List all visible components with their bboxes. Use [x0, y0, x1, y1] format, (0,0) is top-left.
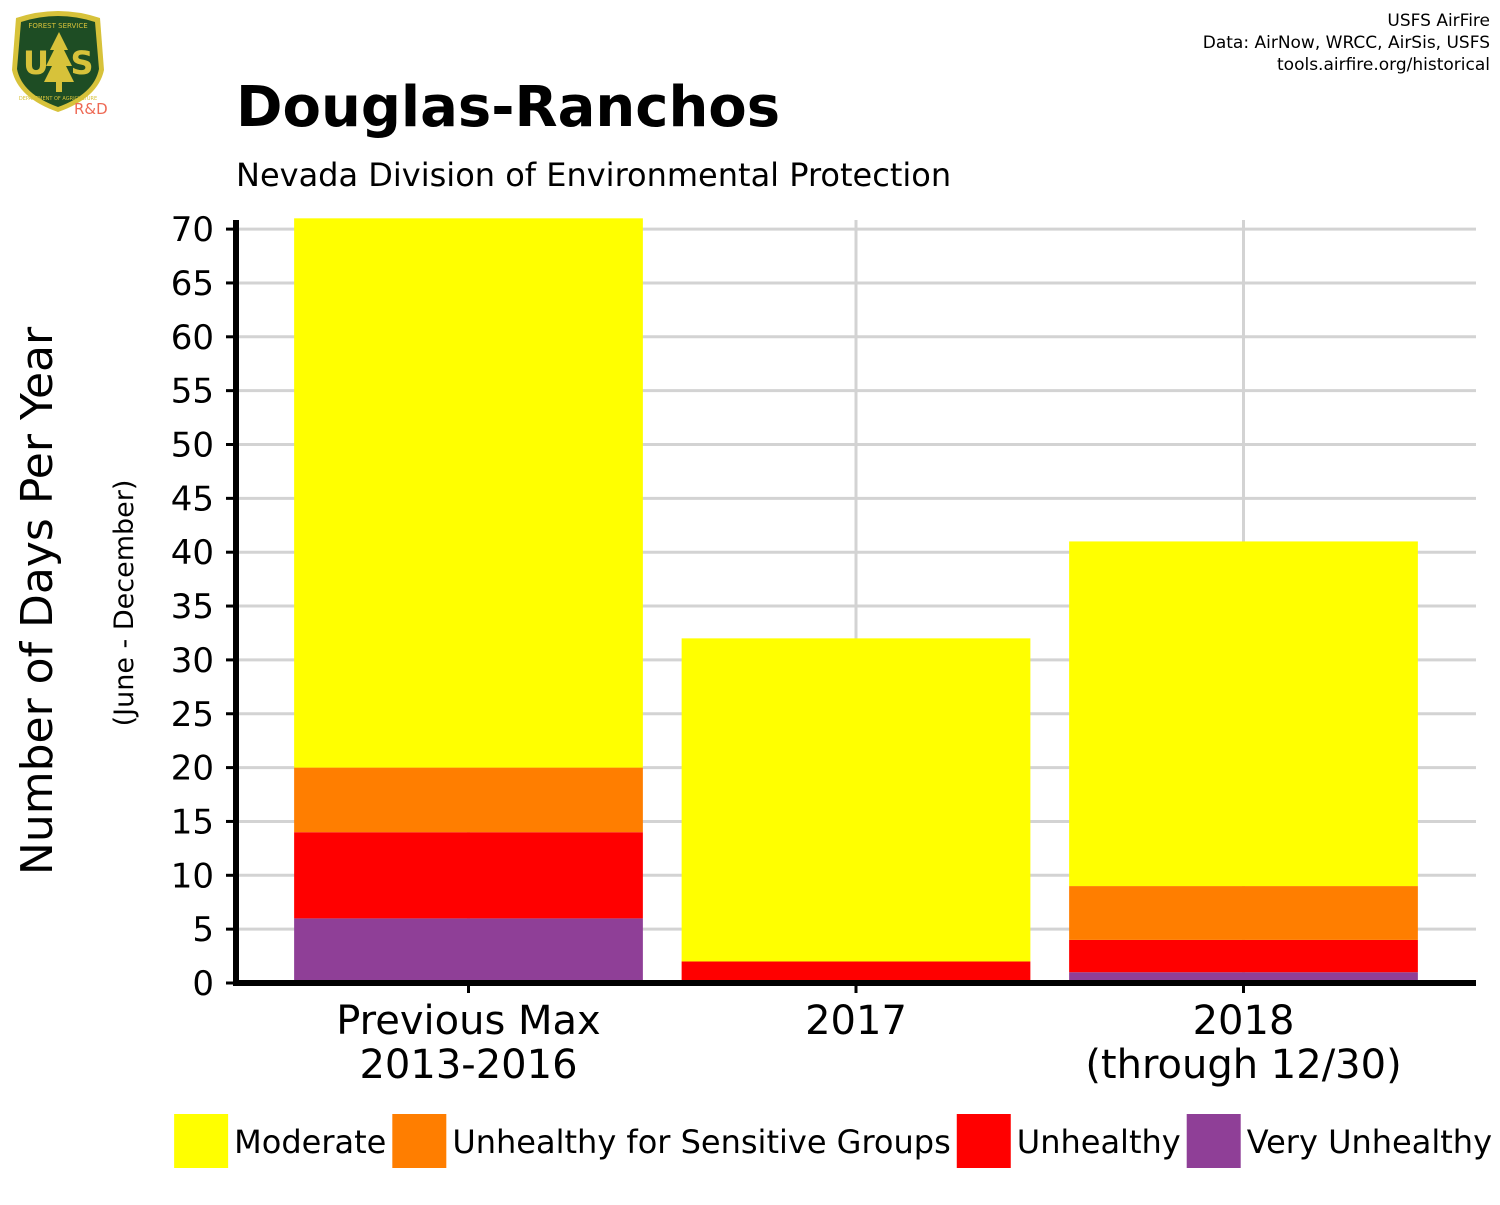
y-axis-title: Number of Days Per Year [12, 326, 63, 875]
y-tick-label: 5 [192, 910, 214, 950]
credit-line-2: Data: AirNow, WRCC, AirSis, USFS [1203, 33, 1490, 53]
chart-subtitle: Nevada Division of Environmental Protect… [236, 156, 951, 194]
logo-rd-text: R&D [74, 100, 108, 118]
y-tick-label: 20 [171, 749, 214, 789]
bar-segment-moderate [1069, 541, 1418, 887]
bar-segment-unhealthy [294, 832, 643, 919]
logo-s-letter: S [70, 44, 93, 82]
bars-layer [294, 218, 1418, 983]
y-tick-label: 40 [171, 533, 214, 573]
x-tick-label: 2018 [1193, 998, 1295, 1044]
y-tick-label: 30 [171, 641, 214, 681]
chart-title: Douglas-Ranchos [236, 75, 780, 140]
bar-segment-unhealthy-for-sensitive-groups [294, 767, 643, 833]
bar-segment-very-unhealthy [1069, 972, 1418, 983]
y-tick-label: 60 [171, 318, 214, 358]
bar-segment-unhealthy-for-sensitive-groups [1069, 886, 1418, 940]
legend-label: Moderate [234, 1123, 386, 1161]
y-tick-label: 15 [171, 802, 214, 842]
bar-segment-moderate [681, 638, 1031, 962]
y-tick-label: 45 [171, 479, 214, 519]
logo-us-letters: U [23, 44, 49, 82]
legend-layer: Moderate Unhealthy for Sensitive Groups Un… [174, 1114, 1492, 1168]
x-tick-label: Previous Max [336, 998, 600, 1044]
legend-label: Unhealthy for Sensitive Groups [452, 1123, 950, 1161]
y-tick-label: 25 [171, 695, 214, 735]
credit-line-1: USFS AirFire [1387, 11, 1490, 31]
y-tick-label: 65 [171, 264, 214, 304]
logo-top-text: FOREST SERVICE [28, 22, 87, 30]
credit-line-3: tools.airfire.org/historical [1277, 55, 1490, 75]
bar-segment-very-unhealthy [294, 918, 643, 983]
legend-label: Very Unhealthy [1247, 1123, 1492, 1161]
y-tick-label: 50 [171, 426, 214, 466]
legend-key [1186, 1114, 1241, 1168]
legend-key [392, 1114, 447, 1168]
x-tick-label: 2013-2016 [359, 1042, 577, 1088]
y-tick-label: 70 [171, 210, 214, 250]
logo-tree-icon [44, 32, 74, 92]
legend-key [956, 1114, 1011, 1168]
axes-layer: 0 5 10 15 20 25 30 35 40 45 50 55 60 65 70 Previous Max… [171, 210, 1476, 1088]
bar-segment-unhealthy [1069, 939, 1418, 973]
x-tick-label: 2017 [805, 998, 907, 1044]
logo-bottom-text: DEPARTMENT OF AGRICULTURE [19, 96, 97, 102]
legend-key [174, 1114, 229, 1168]
y-tick-label: 55 [171, 372, 214, 412]
x-tick-label: (through 12/30) [1085, 1042, 1401, 1088]
bar-segment-moderate [294, 218, 643, 768]
y-tick-label: 35 [171, 587, 214, 627]
legend-label: Unhealthy [1017, 1123, 1181, 1161]
y-tick-label: 10 [171, 856, 214, 896]
usfs-logo: U S FOREST SERVICE DEPARTMENT OF AGRICUL… [12, 11, 108, 118]
bar-segment-unhealthy [681, 961, 1031, 983]
y-tick-label: 0 [192, 964, 214, 1004]
y-axis-subtitle: (June - December) [109, 480, 140, 727]
